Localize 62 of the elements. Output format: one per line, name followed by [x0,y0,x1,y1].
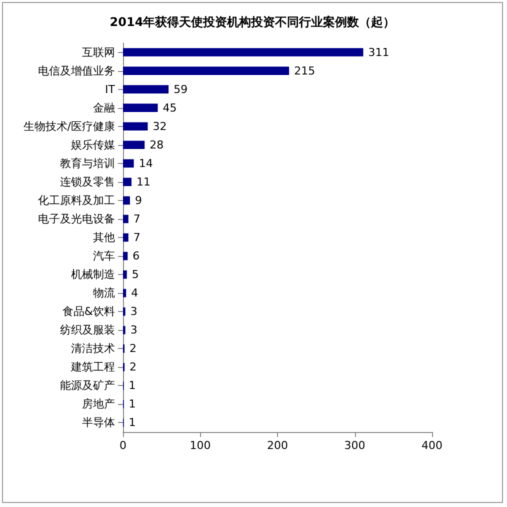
y-tick-label: 互联网 [82,46,115,59]
y-tick-label: 金融 [93,101,115,114]
y-tick-label: 化工原料及加工 [38,194,115,207]
x-tick-label: 400 [422,439,442,452]
bar [123,270,127,279]
y-tick-label: 物流 [93,286,115,300]
x-tick-label: 200 [267,439,288,452]
bar [123,159,134,168]
data-label: 1 [128,398,136,411]
data-label: 6 [132,250,140,263]
data-label: 14 [138,156,153,170]
data-label: 45 [162,101,177,114]
data-label: 1 [128,379,136,392]
bar [123,66,290,75]
x-tick-label: 100 [190,439,211,452]
y-tick-label: 生物技术/医疗健康 [23,120,115,133]
bar [123,140,145,150]
y-tick-label: 电子及光电设备 [38,212,115,226]
y-tick-label: 清洁技术 [71,342,115,356]
data-label: 11 [136,175,150,188]
x-tick-label: 300 [344,439,366,452]
data-label: 5 [132,268,139,282]
bar [123,178,132,186]
data-label: 28 [150,138,164,152]
bar [123,252,128,260]
x-tick-label: 0 [120,439,126,452]
data-label: 4 [131,286,138,300]
data-label: 7 [133,212,140,226]
y-tick-label: 房地产 [82,398,115,411]
data-label: 7 [133,231,140,244]
y-tick-label: 娱乐传媒 [71,138,115,152]
data-label: 311 [368,46,390,59]
y-tick-label: 汽车 [93,250,115,263]
data-label: 9 [134,194,142,207]
data-label: 215 [294,64,316,78]
data-label: 32 [152,120,167,133]
data-label: 3 [130,324,138,337]
bar [123,122,148,131]
y-tick-label: IT [105,82,116,96]
data-label: 2 [130,342,137,356]
data-label: 59 [174,82,188,96]
bar [123,233,128,242]
y-tick-label: 建筑工程 [70,360,115,374]
y-tick-label: 能源及矿产 [60,379,115,392]
bar [123,288,126,298]
data-label: 3 [130,305,138,318]
data-label: 1 [128,416,136,430]
bar [123,85,169,94]
y-tick-label: 机械制造 [71,268,115,282]
bar [123,48,364,56]
y-tick-label: 其他 [93,231,115,244]
bar [123,214,128,224]
bar [123,196,130,205]
y-tick-label: 食品&饮料 [62,305,115,318]
y-tick-label: 教育与培训 [60,156,115,170]
chart-title: 2014年获得天使投资机构投资不同行业案例数（起） [110,15,396,29]
data-label: 2 [130,360,137,374]
y-tick-label: 电信及增值业务 [38,64,115,78]
y-tick-label: 半导体 [82,416,115,430]
bar [123,104,158,112]
y-tick-label: 纺织及服装 [60,324,115,337]
y-tick-label: 连锁及零售 [60,175,115,188]
